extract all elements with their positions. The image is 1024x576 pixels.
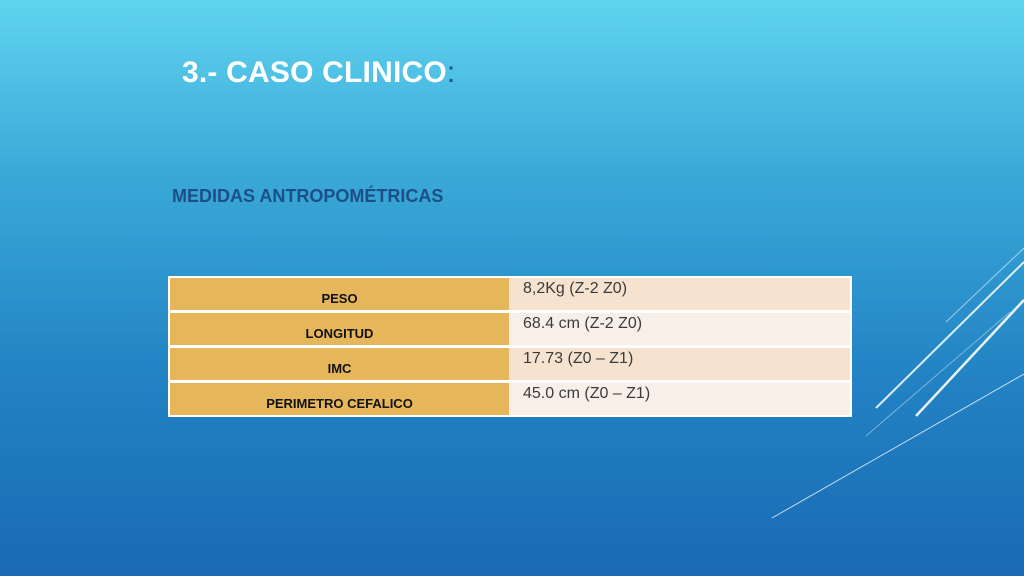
- measurement-value: 8,2Kg (Z-2 Z0): [509, 277, 851, 313]
- measurement-value: 68.4 cm (Z-2 Z0): [509, 311, 851, 348]
- section-subtitle: MEDIDAS ANTROPOMÉTRICAS: [172, 186, 444, 206]
- decorative-line: [875, 261, 1024, 409]
- table-row: LONGITUD 68.4 cm (Z-2 Z0): [169, 311, 851, 348]
- slide-title: 3.- CASO CLINICO:: [182, 56, 455, 90]
- decorative-line: [771, 373, 1024, 519]
- table-row: PERIMETRO CEFALICO 45.0 cm (Z0 – Z1): [169, 381, 851, 416]
- measurement-label: LONGITUD: [169, 311, 509, 348]
- measurement-label: PERIMETRO CEFALICO: [169, 381, 509, 416]
- slide-title-colon: :: [446, 56, 456, 89]
- measurement-value: 17.73 (Z0 – Z1): [509, 346, 851, 383]
- table-row: PESO 8,2Kg (Z-2 Z0): [169, 277, 851, 313]
- measurements-table: PESO 8,2Kg (Z-2 Z0) LONGITUD 68.4 cm (Z-…: [168, 276, 852, 417]
- measurement-label: PESO: [169, 277, 509, 313]
- decorative-line: [915, 299, 1024, 417]
- decorative-line: [865, 311, 1011, 437]
- measurement-label: IMC: [169, 346, 509, 383]
- table-row: IMC 17.73 (Z0 – Z1): [169, 346, 851, 383]
- measurement-value: 45.0 cm (Z0 – Z1): [509, 381, 851, 416]
- decorative-line: [945, 247, 1024, 323]
- slide-title-text: 3.- CASO CLINICO: [182, 56, 447, 89]
